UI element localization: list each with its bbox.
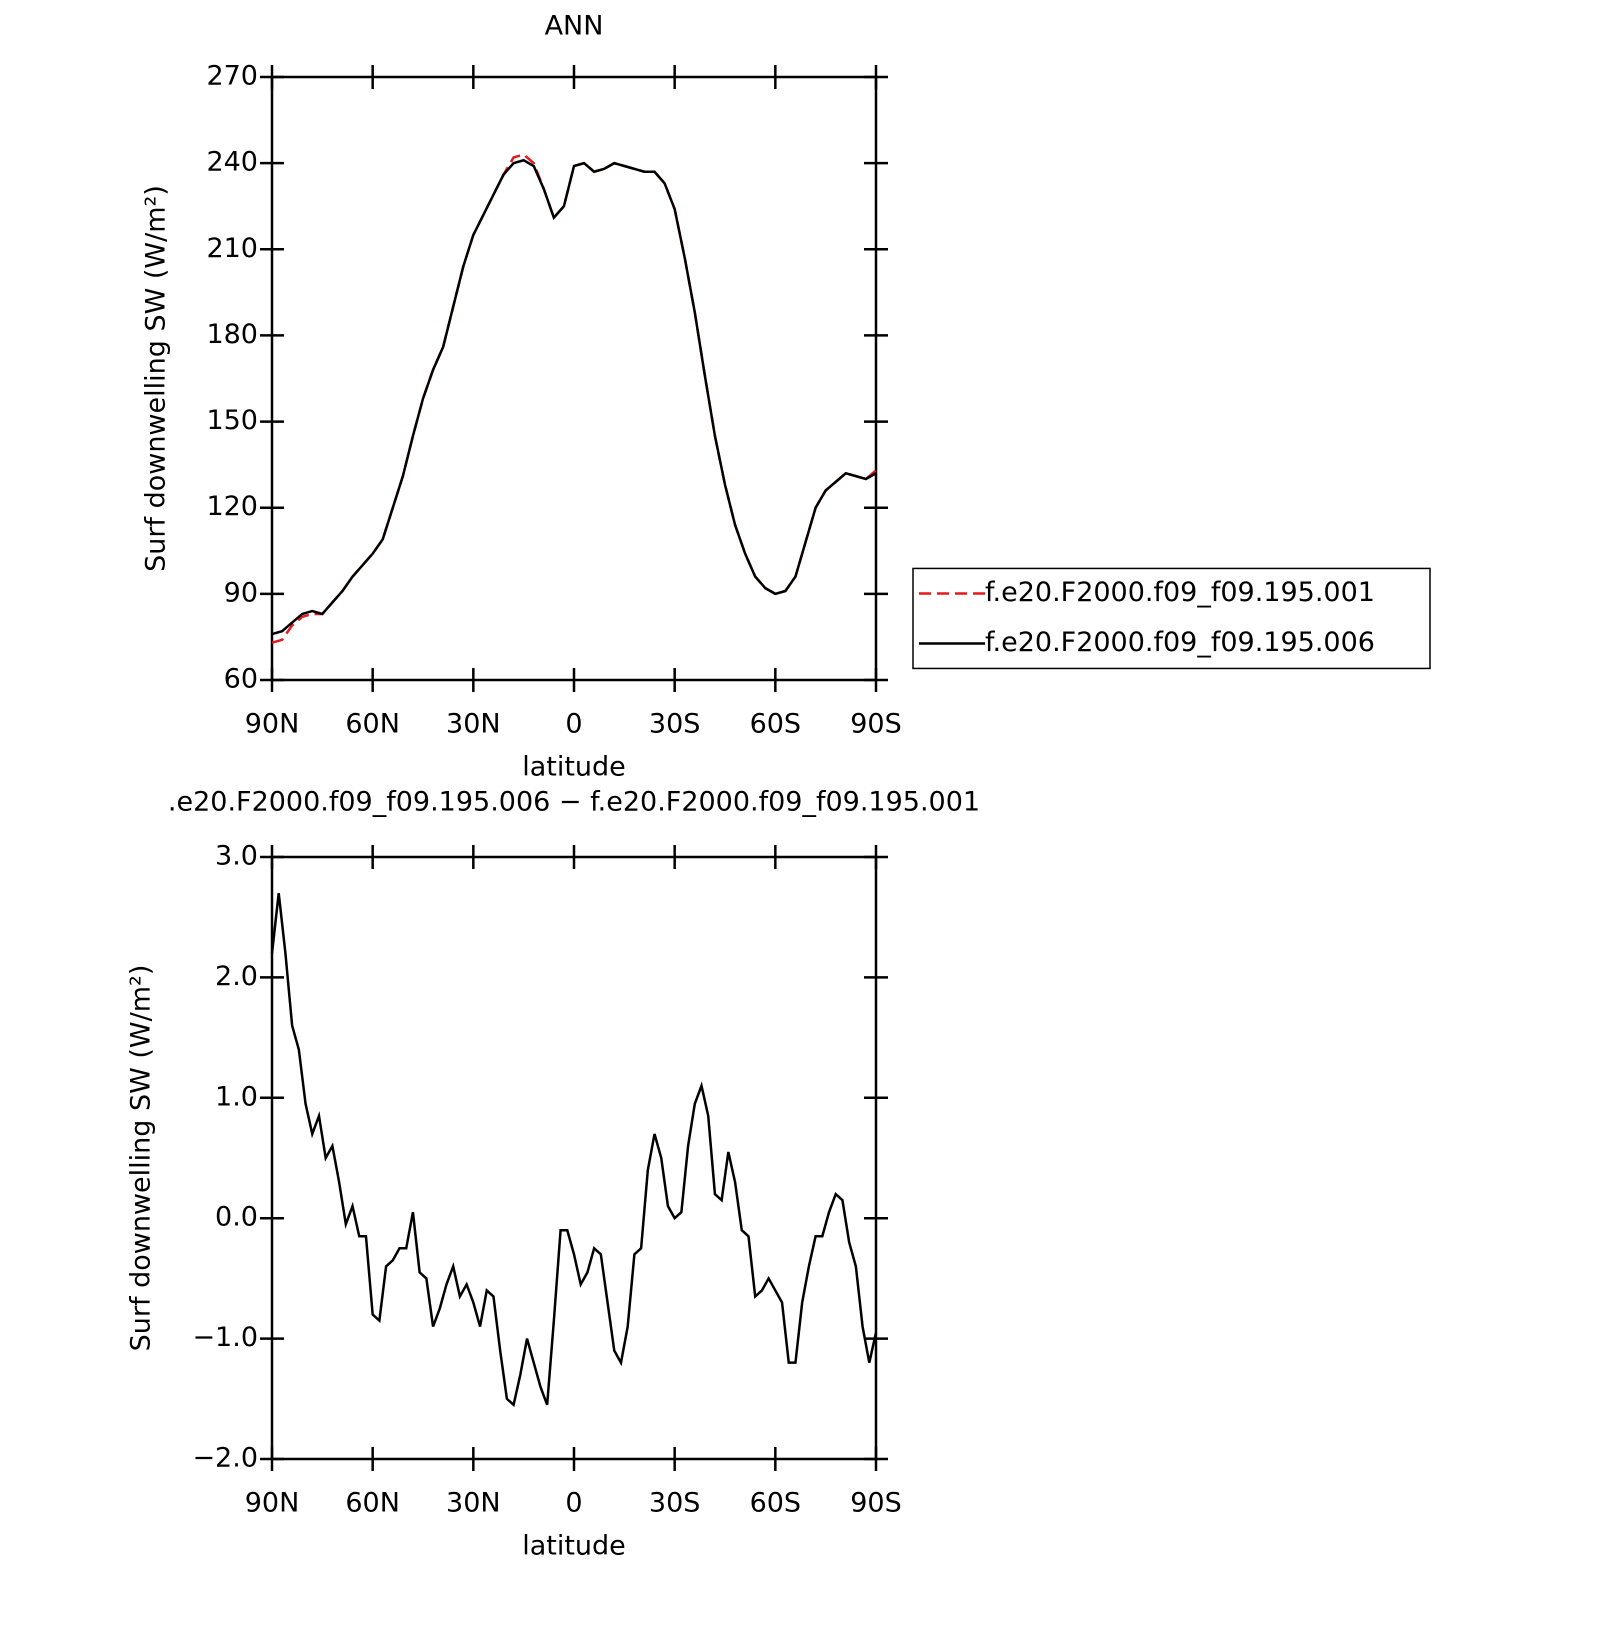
x-tick-label: 0	[565, 1488, 582, 1519]
x-tick-label: 30S	[649, 1488, 701, 1519]
x-tick-label: 90S	[850, 1488, 902, 1519]
y-tick-label: 210	[206, 233, 258, 264]
x-tick-label: 60S	[750, 709, 802, 740]
y-tick-label: 2.0	[215, 961, 258, 992]
y-tick-label: 270	[206, 61, 258, 92]
y-tick-label: 120	[206, 491, 258, 522]
y-tick-label: 3.0	[215, 841, 258, 872]
x-tick-label: 60S	[750, 1488, 802, 1519]
legend-label: f.e20.F2000.f09_f09.195.001	[985, 577, 1375, 608]
series-line	[270, 892, 878, 1408]
x-tick-label: 60N	[345, 1488, 400, 1519]
x-tick-label: 30S	[649, 709, 701, 740]
x-tick-label: 90S	[850, 709, 902, 740]
plot-frame	[270, 855, 878, 1461]
x-tick-label: 60N	[345, 709, 400, 740]
y-tick-label: 1.0	[215, 1081, 258, 1112]
y-tick-label: −2.0	[192, 1443, 258, 1474]
y-axis-label: Surf downwelling SW (W/m²)	[126, 965, 157, 1352]
x-tick-label: 90N	[245, 1488, 300, 1519]
y-tick-label: 150	[206, 405, 258, 436]
y-tick-label: 90	[224, 577, 258, 608]
legend-box	[912, 567, 1431, 670]
x-tick-label: 90N	[245, 709, 300, 740]
y-tick-label: 240	[206, 147, 258, 178]
series-line	[271, 153, 877, 644]
y-tick-label: 0.0	[215, 1202, 258, 1233]
x-tick-label: 30N	[446, 709, 501, 740]
x-tick-label: 0	[565, 709, 582, 740]
chart-title: .e20.F2000.f09_f09.195.006 − f.e20.F2000…	[168, 787, 980, 818]
y-tick-label: 180	[206, 319, 258, 350]
chart-title: ANN	[545, 11, 604, 42]
y-axis-label: Surf downwelling SW (W/m²)	[141, 185, 172, 572]
y-tick-label: 60	[224, 664, 258, 695]
x-tick-label: 30N	[446, 1488, 501, 1519]
x-axis-label: latitude	[522, 1531, 626, 1562]
x-axis-label: latitude	[522, 752, 626, 783]
series-line	[271, 158, 877, 636]
y-tick-label: −1.0	[192, 1322, 258, 1353]
legend-label: f.e20.F2000.f09_f09.195.006	[985, 627, 1375, 658]
